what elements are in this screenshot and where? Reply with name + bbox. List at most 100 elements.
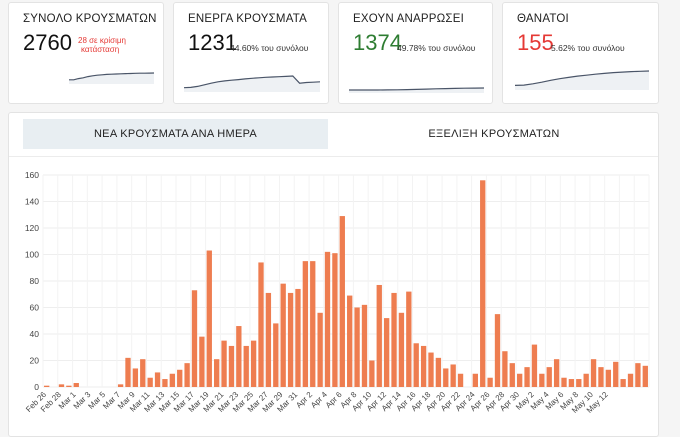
y-tick-label: 40 [30, 329, 40, 339]
card-percentage: 5.62% του συνόλου [551, 43, 625, 53]
bar [443, 368, 449, 387]
bar [568, 379, 575, 387]
card-percentage: 44.60% του συνόλου [230, 43, 309, 53]
bar [376, 284, 382, 387]
bar [406, 291, 412, 387]
bar [169, 373, 175, 387]
bar [221, 340, 227, 388]
sparkline-area [349, 88, 484, 93]
y-tick-label: 60 [30, 303, 40, 313]
bar [73, 383, 79, 387]
bar [332, 253, 338, 387]
card-percentage: 49.78% του συνόλου [397, 43, 476, 53]
bar [199, 336, 205, 387]
bar [369, 360, 375, 387]
bar [273, 323, 279, 387]
card-active: ΕΝΕΡΓΑ ΚΡΟΥΣΜΑΤΑ 1231 44.60% του συνόλου [173, 2, 329, 104]
bar [228, 345, 235, 387]
y-tick-label: 80 [30, 276, 40, 286]
y-tick-label: 100 [25, 250, 39, 260]
bar [383, 318, 390, 387]
card-value: 1374 [353, 30, 402, 55]
card-value: 155 [517, 30, 554, 55]
sparkline-line [514, 70, 650, 86]
y-tick-label: 140 [25, 197, 39, 207]
bar [487, 377, 493, 387]
bar [435, 357, 442, 387]
critical-note: 28 σε κρίσιμη κατάσταση [78, 36, 126, 54]
bar [280, 283, 286, 387]
sparkline [69, 72, 155, 84]
card-value: 1231 [188, 30, 237, 55]
bar [236, 326, 242, 387]
bar [420, 345, 427, 387]
bar [147, 377, 153, 387]
bar [58, 384, 65, 387]
bar [553, 359, 560, 387]
bar [494, 314, 501, 388]
bar [539, 373, 545, 387]
bar [258, 262, 264, 387]
sparkline [183, 75, 321, 92]
bar [191, 290, 198, 387]
bar [620, 379, 626, 387]
bar [502, 351, 508, 387]
bar [472, 373, 478, 387]
bar [310, 261, 316, 388]
bar [302, 261, 309, 388]
card-value: 2760 [23, 30, 72, 55]
bar [125, 357, 131, 387]
card-title: ΕΝΕΡΓΑ ΚΡΟΥΣΜΑΤΑ [188, 13, 307, 25]
bar [627, 373, 634, 387]
bar [206, 250, 212, 387]
bar [635, 363, 641, 387]
bar [428, 352, 434, 387]
tab-new-cases-per-day[interactable]: ΝΕΑ ΚΡΟΥΣΜΑΤΑ ΑΝΑ ΗΜΕΡΑ [23, 119, 328, 149]
bar [546, 367, 552, 388]
bar [590, 359, 597, 387]
bar [324, 251, 331, 387]
bar [413, 343, 419, 387]
bar [243, 345, 249, 387]
card-title: ΣΥΝΟΛΟ ΚΡΟΥΣΜΑΤΩΝ [23, 13, 157, 25]
tab-cases-evolution[interactable]: ΕΞΕΛΙΞΗ ΚΡΟΥΣΜΑΤΩΝ [428, 128, 560, 140]
bar [354, 307, 360, 387]
bar [184, 363, 190, 387]
card-title: ΘΑΝΑΤΟΙ [517, 13, 569, 25]
bar [132, 368, 139, 387]
bar [576, 379, 582, 387]
bar [154, 372, 161, 387]
bar [457, 373, 464, 387]
bar [317, 312, 323, 387]
bar [561, 377, 567, 387]
bar [287, 292, 294, 387]
bar [177, 369, 183, 387]
bar [524, 367, 530, 388]
sparkline-area [515, 71, 649, 90]
bar [509, 363, 515, 387]
bar [531, 344, 538, 387]
bar [339, 216, 345, 387]
bar [613, 361, 619, 387]
bar [361, 304, 368, 387]
bar [295, 288, 301, 387]
bar [214, 359, 220, 387]
sparkline-area [184, 76, 320, 92]
bar [480, 180, 486, 387]
card-total: ΣΥΝΟΛΟ ΚΡΟΥΣΜΑΤΩΝ 2760 28 σε κρίσιμη κατ… [8, 2, 164, 104]
y-tick-label: 120 [25, 223, 39, 233]
bar [347, 295, 353, 387]
chart-panel: ΝΕΑ ΚΡΟΥΣΜΑΤΑ ΑΝΑ ΗΜΕΡΑ ΕΞΕΛΙΞΗ ΚΡΟΥΣΜΑΤ… [8, 112, 659, 437]
bar [250, 340, 257, 388]
bar [44, 385, 50, 387]
bar [140, 359, 146, 387]
y-tick-label: 0 [34, 382, 39, 392]
sparkline-line [349, 87, 485, 91]
card-recovered: ΕΧΟΥΝ ΑΝΑΡΡΩΣΕΙ 1374 49.78% του συνόλου [338, 2, 493, 104]
sparkline-line [183, 75, 321, 89]
bar [605, 369, 612, 387]
bar [265, 292, 272, 387]
card-deaths: ΘΑΝΑΤΟΙ 155 5.62% του συνόλου [502, 2, 659, 104]
bar [398, 312, 405, 387]
